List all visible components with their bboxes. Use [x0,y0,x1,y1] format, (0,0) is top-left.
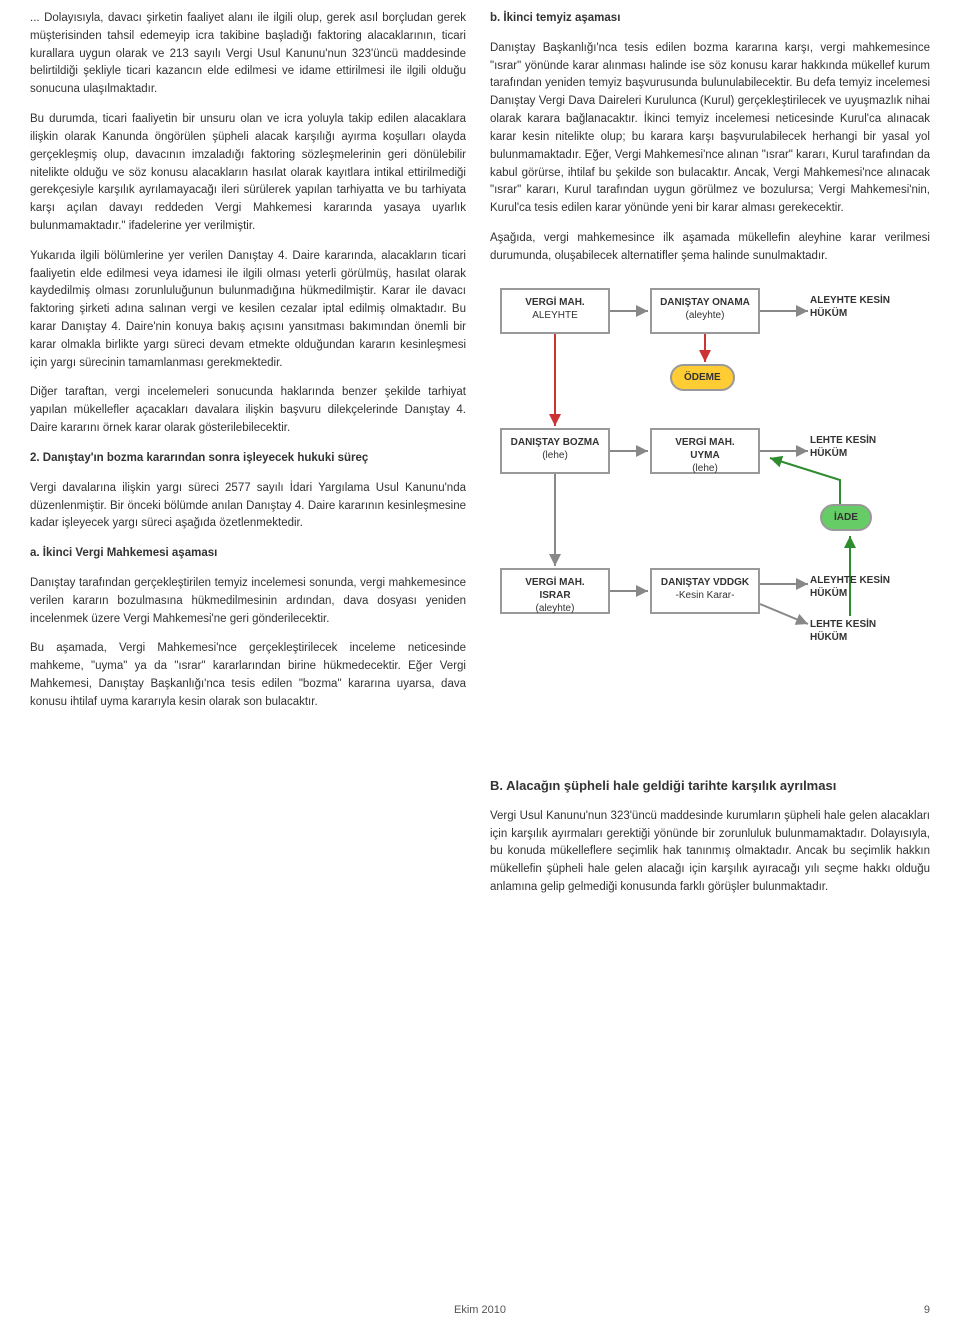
footer-center: Ekim 2010 [454,1304,506,1316]
para: Bu aşamada, Vergi Mahkemesi'nce gerçekle… [30,640,466,711]
right-column: b. İkinci temyiz aşaması Danıştay Başkan… [490,10,930,909]
flow-result-label: ALEYHTE KESİNHÜKÜM [810,294,890,320]
flow-result-label: LEHTE KESİNHÜKÜM [810,618,876,644]
flow-node: DANIŞTAY VDDGK-Kesin Karar- [650,568,760,614]
heading-2: 2. Danıştay'ın bozma kararından sonra iş… [30,450,466,468]
heading-a: a. İkinci Vergi Mahkemesi aşaması [30,545,466,563]
page-footer: Ekim 2010 9 [0,1304,960,1316]
para: Vergi Usul Kanunu'nun 323'üncü maddesind… [490,808,930,897]
flow-result-label: LEHTE KESİNHÜKÜM [810,434,876,460]
flow-pill: ÖDEME [670,364,735,392]
flow-node: DANIŞTAY BOZMA(lehe) [500,428,610,474]
footer-page-number: 9 [924,1304,930,1316]
flow-node: VERGİ MAH.ALEYHTE [500,288,610,334]
flow-node: VERGİ MAH. UYMA(lehe) [650,428,760,474]
para: Bu durumda, ticari faaliyetin bir unsuru… [30,111,466,236]
para: Aşağıda, vergi mahkemesince ilk aşamada … [490,230,930,266]
para: Yukarıda ilgili bölümlerine yer verilen … [30,248,466,373]
flow-node: DANIŞTAY ONAMA(aleyhte) [650,288,760,334]
para: Danıştay Başkanlığı'nca tesis edilen boz… [490,40,930,218]
flow-pill: İADE [820,504,872,532]
flowchart: VERGİ MAH.ALEYHTE DANIŞTAY ONAMA(aleyhte)… [490,278,930,768]
left-column: ... Dolayısıyla, davacı şirketin faaliye… [30,10,466,909]
heading-B: B. Alacağın şüpheli hale geldiği tarihte… [490,776,930,796]
flow-arrow [760,604,808,624]
para: Vergi davalarına ilişkin yargı süreci 25… [30,480,466,533]
heading-b: b. İkinci temyiz aşaması [490,10,930,28]
flow-node: VERGİ MAH. ISRAR(aleyhte) [500,568,610,614]
para: ... Dolayısıyla, davacı şirketin faaliye… [30,10,466,99]
flow-result-label: ALEYHTE KESİNHÜKÜM [810,574,890,600]
para: Danıştay tarafından gerçekleştirilen tem… [30,575,466,628]
heading-text: 2. Danıştay'ın bozma kararından sonra iş… [30,452,368,464]
para: Diğer taraftan, vergi incelemeleri sonuc… [30,384,466,437]
